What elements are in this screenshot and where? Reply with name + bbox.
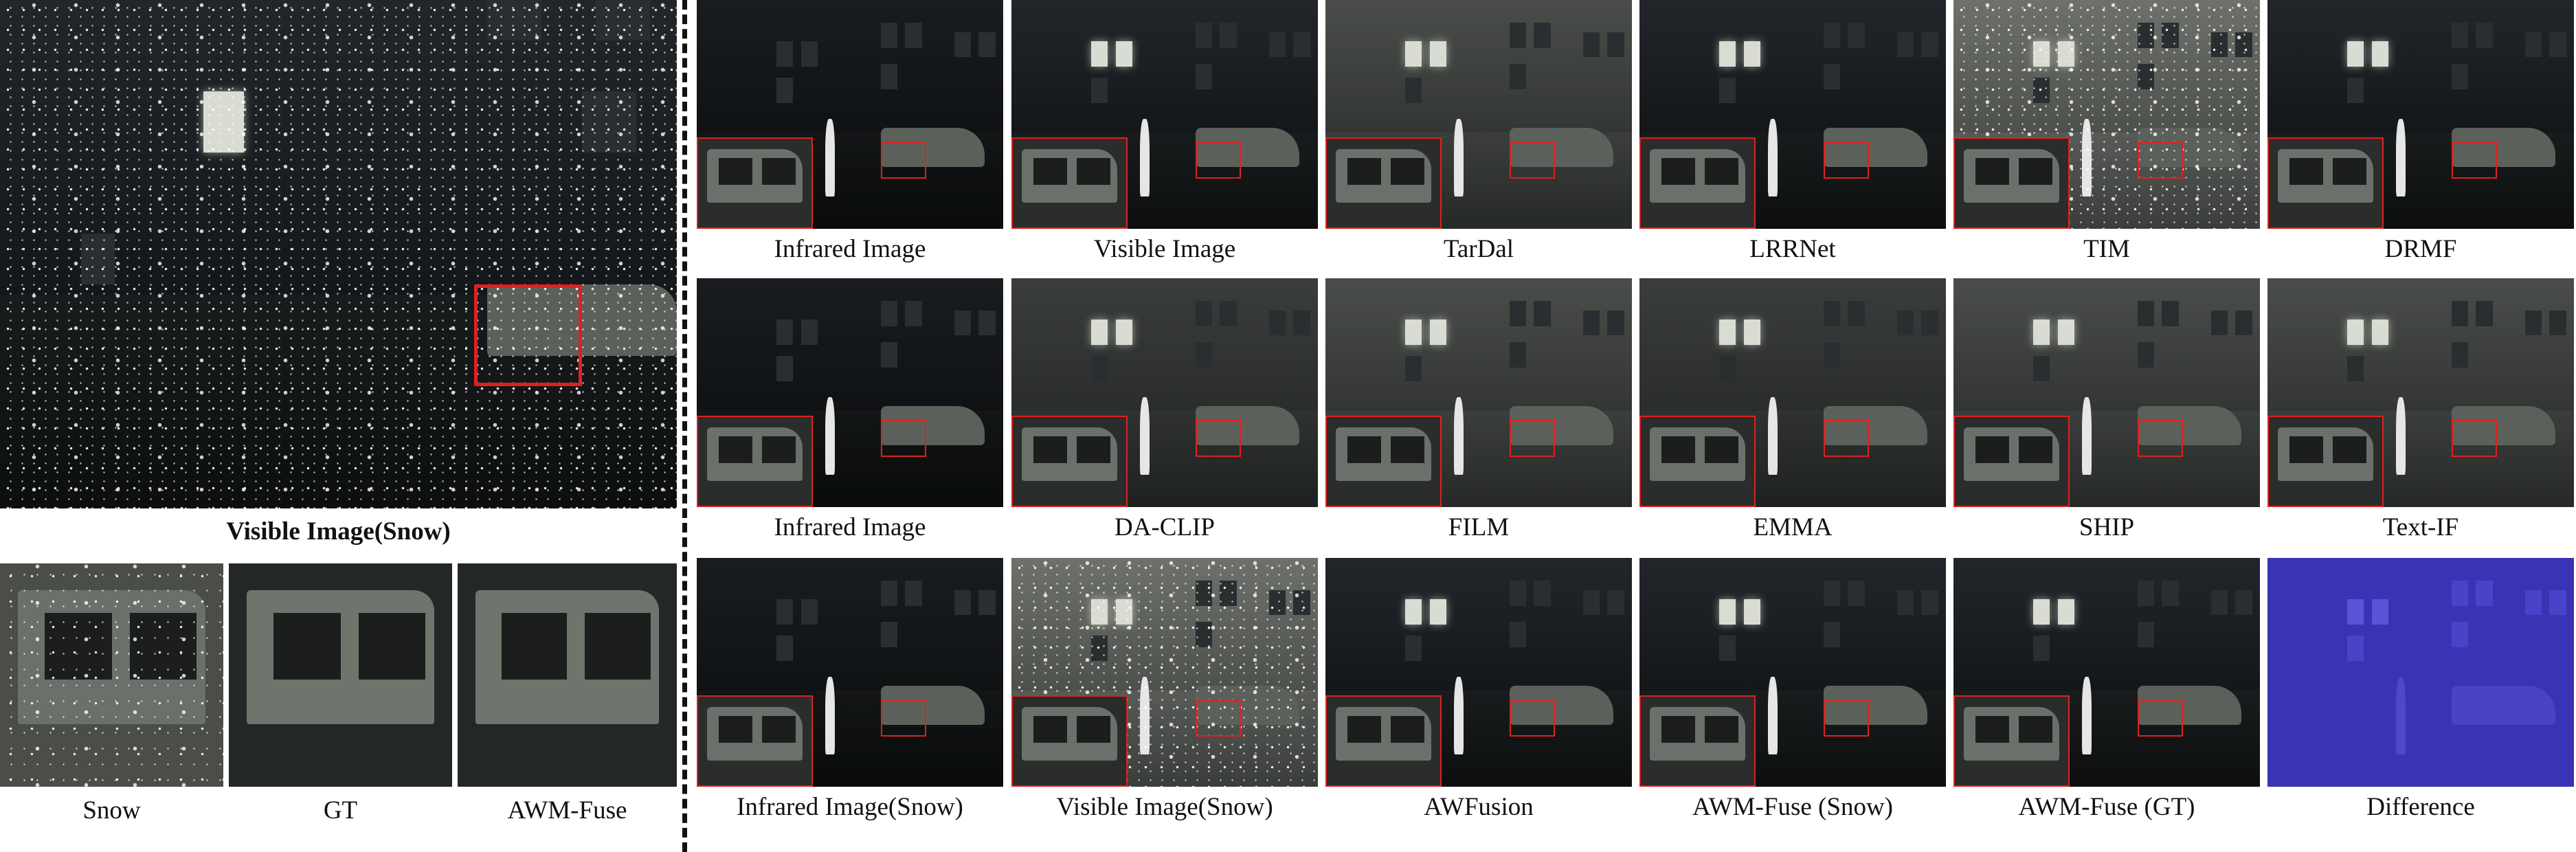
comparison-image (1011, 0, 1318, 229)
zoom-inset (1953, 137, 2070, 229)
dashed-divider (682, 0, 687, 852)
comparison-image (2267, 0, 2574, 229)
comparison-image (1325, 278, 1632, 507)
comparison-image (1639, 278, 1946, 507)
method-caption: Visible Image(Snow) (1056, 793, 1273, 821)
method-caption: LRRNet (1749, 235, 1836, 263)
method-caption: Infrared Image (774, 235, 926, 263)
zoom-region-box (1823, 142, 1870, 179)
comparison-image (697, 278, 1003, 507)
zoom-inset (697, 137, 814, 229)
method-caption: Visible Image (1093, 235, 1236, 263)
main-image-caption: Visible Image(Snow) (226, 517, 451, 546)
zoom-region-box (1509, 420, 1556, 457)
zoom-inset (1639, 137, 1756, 229)
comparison-image (1325, 0, 1632, 229)
zoom-region-box (2137, 420, 2184, 457)
zoom-region-box (880, 699, 927, 737)
scene-render (697, 278, 1003, 507)
scene-render (1011, 0, 1318, 229)
comparison-image (697, 0, 1003, 229)
method-caption: SHIP (2079, 513, 2135, 541)
comparison-image (2267, 278, 2574, 507)
method-caption: DA-CLIP (1115, 513, 1215, 541)
method-caption: TIM (2083, 235, 2130, 263)
scene-render (2267, 558, 2574, 787)
zoom-region-box (1509, 142, 1556, 179)
comparison-image (1011, 558, 1318, 787)
comparison-image (697, 558, 1003, 787)
zoom-inset (1953, 415, 2070, 507)
crop-caption: Snow (82, 796, 141, 825)
zoom-inset (697, 415, 814, 507)
comparison-image (1953, 0, 2260, 229)
zoom-region-box (1195, 699, 1242, 737)
zoom-region-box (880, 142, 927, 179)
method-caption: EMMA (1753, 513, 1833, 541)
zoom-region-box (2451, 420, 2498, 457)
comparison-image (1011, 278, 1318, 507)
zoom-region-box (880, 420, 927, 457)
zoom-region-box (1195, 142, 1242, 179)
crop-caption: GT (323, 796, 358, 825)
zoom-inset (1011, 137, 1128, 229)
crop-awm-fuse (458, 563, 677, 787)
method-caption: AWM-Fuse (Snow) (1692, 793, 1893, 821)
zoom-inset (697, 695, 814, 787)
method-caption: DRMF (2384, 235, 2457, 263)
zoom-region-box (2451, 142, 2498, 179)
zoom-inset (1639, 695, 1756, 787)
zoom-inset (1325, 695, 1442, 787)
zoom-region-box (1823, 420, 1870, 457)
scene-render (0, 0, 677, 508)
zoom-inset (1011, 415, 1128, 507)
crop-snow (0, 563, 223, 787)
zoom-inset (1325, 415, 1442, 507)
comparison-image (1325, 558, 1632, 787)
method-caption: Infrared Image(Snow) (737, 793, 963, 821)
comparison-image (1639, 0, 1946, 229)
zoom-region-box (1195, 420, 1242, 457)
method-caption: AWFusion (1424, 793, 1534, 821)
crop-caption: AWM-Fuse (507, 796, 627, 825)
method-caption: AWM-Fuse (GT) (2018, 793, 2195, 821)
zoom-region-box (473, 284, 583, 387)
comparison-image (1953, 558, 2260, 787)
method-caption: Text-IF (2382, 513, 2459, 541)
zoom-region-box (1509, 699, 1556, 737)
zoom-inset (1011, 695, 1128, 787)
comparison-image (1639, 558, 1946, 787)
zoom-inset (1953, 695, 2070, 787)
crop-gt (229, 563, 452, 787)
zoom-inset (2267, 137, 2384, 229)
zoom-inset (1639, 415, 1756, 507)
zoom-region-box (2137, 142, 2184, 179)
comparison-image (1953, 278, 2260, 507)
zoom-region-box (2137, 699, 2184, 737)
method-caption: FILM (1448, 513, 1510, 541)
method-caption: Difference (2366, 793, 2475, 821)
method-caption: Infrared Image (774, 513, 926, 541)
main-snow-image (0, 0, 677, 508)
zoom-inset (2267, 415, 2384, 507)
method-caption: TarDal (1443, 235, 1514, 263)
zoom-region-box (1823, 699, 1870, 737)
zoom-inset (1325, 137, 1442, 229)
comparison-image (2267, 558, 2574, 787)
